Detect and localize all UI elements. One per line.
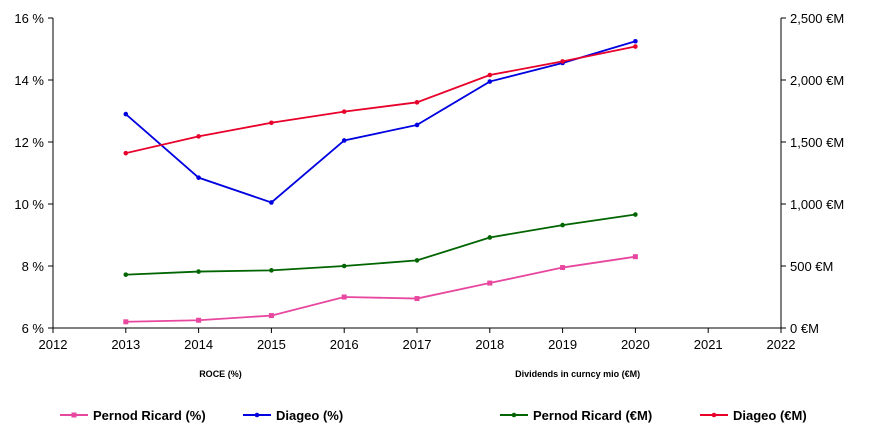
legend-label: Pernod Ricard (€M) [533, 407, 653, 423]
left-y-tick-label: 12 % [14, 135, 44, 150]
data-point-pernod-ricard [414, 296, 420, 302]
data-point-pernod-ricard [632, 254, 638, 260]
x-tick-label: 2014 [184, 337, 213, 352]
legend-label: Pernod Ricard (%) [93, 407, 206, 423]
data-point-pernod-ricard [196, 317, 202, 323]
data-point-pernod-ricard [487, 280, 493, 286]
series-line-diageo-m [125, 45, 636, 155]
data-point-pernod-ricard-m [633, 212, 638, 217]
data-point-pernod-ricard [560, 265, 566, 271]
data-point-pernod-ricard-m [196, 269, 201, 274]
x-tick-label: 2015 [257, 337, 286, 352]
data-point-diageo [341, 138, 347, 143]
left-axis-title: ROCE (%) [199, 369, 242, 379]
data-point-pernod-ricard-m [269, 268, 274, 273]
data-point-diageo-m [269, 120, 274, 126]
data-point-diageo-m [414, 100, 420, 105]
data-point-diageo-m [123, 150, 129, 156]
chart-legend: Pernod Ricard (%) Diageo (%) Pernod Ricard… [0, 404, 885, 426]
x-tick-label: 2013 [111, 337, 140, 352]
left-y-tick-label: 16 % [14, 11, 44, 26]
data-point-diageo [633, 38, 638, 44]
data-point-pernod-ricard-m [341, 263, 347, 269]
data-point-pernod-ricard [268, 313, 274, 319]
data-point-diageo-m [341, 109, 347, 114]
x-tick-label: 2022 [767, 337, 796, 352]
data-point-pernod-ricard [341, 294, 347, 300]
right-y-tick-label: 500 €M [790, 259, 833, 274]
legend-item-diageo: Diageo (%) [243, 404, 343, 426]
right-y-tick-label: 2,000 €M [790, 73, 844, 88]
right-y-tick-label: 1,500 €M [790, 135, 844, 150]
left-y-tick-label: 14 % [14, 73, 44, 88]
chart-axes: 6 % 8 % 10 % 12 % 14 % 16 % 0 €M 500 €M 1,000 €M… [14, 11, 844, 352]
data-point-pernod-ricard-m [487, 235, 493, 240]
data-point-pernod-ricard-m [123, 272, 129, 277]
legend-swatch [500, 409, 528, 421]
series-line-pernod-ricard [125, 255, 636, 323]
data-point-pernod-ricard-m [414, 258, 420, 263]
x-tick-label: 2016 [330, 337, 359, 352]
x-tick-label: 2017 [403, 337, 432, 352]
x-tick-label: 2021 [694, 337, 723, 352]
legend-label: Diageo (%) [276, 407, 344, 423]
right-y-tick-label: 2,500 €M [790, 11, 844, 26]
data-point-diageo [269, 200, 274, 205]
legend-item-pernod-ricard-m: Pernod Ricard (€M) [500, 404, 652, 426]
legend-item-diageo-m: Diageo (€M) [700, 404, 807, 426]
left-y-tick-label: 10 % [14, 197, 44, 212]
data-point-diageo-m [560, 59, 565, 64]
data-point-pernod-ricard [123, 319, 129, 325]
x-tick-label: 2018 [475, 337, 504, 352]
data-point-diageo-m [487, 72, 493, 78]
chart-plot-area [123, 38, 638, 325]
series-line-pernod-ricard-m [125, 213, 636, 276]
chart-canvas: 6 % 8 % 10 % 12 % 14 % 16 % 0 €M 500 €M 1,000 €M… [14, 11, 844, 379]
data-point-diageo-m [196, 134, 201, 139]
data-point-diageo-m [633, 44, 638, 49]
legend-swatch [60, 409, 88, 421]
series-line-diageo [125, 40, 636, 204]
data-point-diageo [123, 111, 129, 117]
legend-label: Diageo (€M) [733, 407, 807, 423]
right-y-tick-label: 0 €M [790, 321, 819, 336]
x-tick-label: 2012 [39, 337, 68, 352]
left-y-tick-label: 6 % [22, 321, 45, 336]
left-y-tick-label: 8 % [22, 259, 45, 274]
x-tick-label: 2020 [621, 337, 650, 352]
data-point-pernod-ricard-m [560, 222, 565, 228]
right-y-tick-label: 1,000 €M [790, 197, 844, 212]
legend-swatch [700, 409, 728, 421]
data-point-diageo [196, 175, 201, 180]
legend-item-pernod-ricard: Pernod Ricard (%) [60, 404, 206, 426]
right-axis-title: Dividends in curncy mio (€M) [515, 369, 640, 379]
data-point-diageo [414, 122, 420, 128]
legend-swatch [243, 409, 271, 421]
x-tick-label: 2019 [548, 337, 577, 352]
data-point-diageo [487, 79, 493, 84]
